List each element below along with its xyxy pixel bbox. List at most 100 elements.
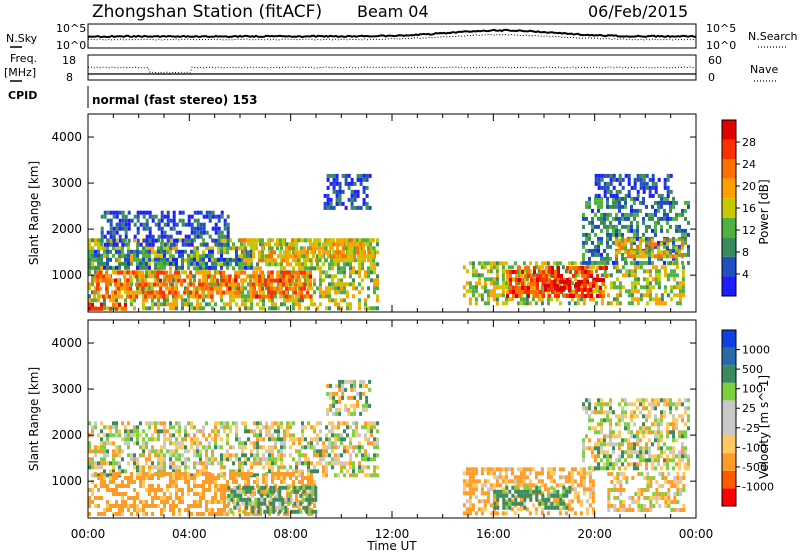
heatmap-cell (627, 177, 631, 182)
heatmap-cell (175, 265, 178, 270)
heatmap-cell (528, 487, 532, 492)
heatmap-cell (105, 278, 109, 283)
heatmap-cell (373, 270, 376, 275)
heatmap-cell (249, 242, 252, 247)
heatmap-cell (139, 508, 142, 512)
heatmap-cell (193, 234, 197, 239)
heatmap-cell (591, 479, 595, 484)
heatmap-cell (666, 293, 670, 298)
heatmap-cell (313, 465, 316, 470)
heatmap-cell (329, 407, 333, 412)
heatmap-cell (474, 487, 478, 492)
heatmap-cell (232, 421, 235, 426)
heatmap-cell (268, 425, 271, 430)
heatmap-cell (519, 273, 523, 278)
heatmap-cell (199, 469, 202, 474)
heatmap-cell (103, 512, 106, 516)
heatmap-cell (208, 508, 211, 512)
heatmap-cell (468, 507, 472, 512)
heatmap-cell (626, 238, 630, 243)
heatmap-cell (347, 411, 351, 416)
heatmap-cell (172, 512, 175, 516)
heatmap-cell (193, 441, 196, 446)
heatmap-cell (558, 507, 562, 512)
heatmap-cell (117, 286, 121, 291)
heatmap-cell (214, 496, 217, 500)
heatmap-cell (657, 285, 661, 290)
heatmap-cell (510, 499, 514, 504)
heatmap-cell (109, 433, 112, 438)
heatmap-cell (509, 274, 512, 278)
heatmap-cell (606, 185, 610, 190)
heatmap-cell (88, 504, 91, 508)
heatmap-cell (606, 196, 609, 201)
heatmap-cell (223, 500, 226, 504)
heatmap-cell (326, 193, 330, 198)
heatmap-cell (106, 437, 109, 442)
heatmap-cell (492, 261, 496, 266)
heatmap-cell (642, 200, 645, 205)
heatmap-cell (172, 449, 175, 454)
heatmap-cell (100, 242, 103, 247)
heatmap-cell (372, 254, 375, 259)
heatmap-cell (338, 189, 342, 194)
beam-label: Beam 04 (357, 2, 429, 21)
heatmap-cell (468, 285, 472, 290)
heatmap-cell (193, 492, 196, 496)
heatmap-cell (295, 302, 298, 307)
heatmap-cell (343, 473, 346, 478)
heatmap-cell (247, 253, 250, 258)
heatmap-cell (103, 246, 106, 251)
heatmap-cell (343, 449, 346, 454)
heatmap-cell (675, 293, 679, 298)
heatmap-cell (304, 488, 307, 492)
heatmap-cell (187, 457, 190, 462)
heatmap-cell (501, 261, 505, 266)
heatmap-cell (331, 266, 334, 271)
heatmap-cell (189, 290, 193, 295)
heatmap-cell (259, 266, 262, 271)
heatmap-cell (509, 282, 512, 286)
heatmap-cell (645, 285, 649, 290)
heatmap-cell (648, 177, 652, 182)
heatmap-cell (103, 480, 106, 484)
heatmap-cell (587, 290, 590, 294)
heatmap-cell (521, 270, 524, 274)
heatmap-cell (160, 242, 163, 247)
heatmap-cell (279, 282, 283, 287)
heatmap-cell (294, 274, 298, 279)
heatmap-cell (304, 476, 307, 480)
heatmap-cell (211, 214, 215, 219)
heatmap-cell (278, 493, 282, 498)
heatmap-cell (97, 504, 100, 508)
heatmap-cell (280, 258, 283, 263)
heatmap-cell (351, 254, 354, 259)
heatmap-cell (313, 266, 316, 271)
heatmap-cell (103, 298, 106, 303)
heatmap-cell (91, 253, 94, 258)
heatmap-cell (233, 493, 237, 498)
heatmap-cell (112, 302, 115, 307)
heatmap-cell (527, 282, 530, 286)
heatmap-cell (148, 469, 151, 474)
heatmap-cell (193, 476, 196, 480)
heatmap-cell (220, 512, 223, 516)
heatmap-cell (103, 484, 106, 488)
heatmap-cell (217, 429, 220, 434)
heatmap-cell (332, 205, 336, 210)
heatmap-cell (205, 469, 208, 474)
heatmap-cell (244, 306, 247, 311)
heatmap-cell (151, 218, 155, 223)
heatmap-cell (208, 441, 211, 446)
heatmap-cell (127, 210, 131, 215)
heatmap-cell (133, 441, 136, 446)
heatmap-cell (109, 469, 112, 474)
heatmap-cell (663, 196, 666, 201)
heatmap-cell (100, 457, 103, 462)
heatmap-cell (115, 249, 118, 254)
heatmap-cell (277, 262, 280, 267)
heatmap-cell (171, 286, 175, 291)
heatmap-cell (199, 262, 202, 267)
heatmap-cell (184, 302, 187, 307)
heatmap-cell (615, 232, 618, 237)
